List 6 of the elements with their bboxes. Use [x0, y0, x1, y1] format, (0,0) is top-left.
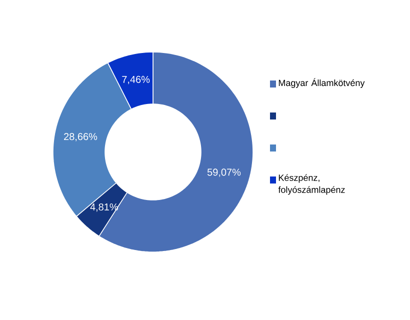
data-label: 28,66%	[64, 133, 98, 142]
data-label: 59,07%	[207, 168, 241, 177]
legend-label: Készpénz, folyószámlapénz	[278, 174, 345, 195]
legend-label: Magyar Államkötvény	[278, 78, 365, 88]
data-label: 7,46%	[122, 76, 150, 84]
data-label: 4,81%	[90, 203, 118, 212]
